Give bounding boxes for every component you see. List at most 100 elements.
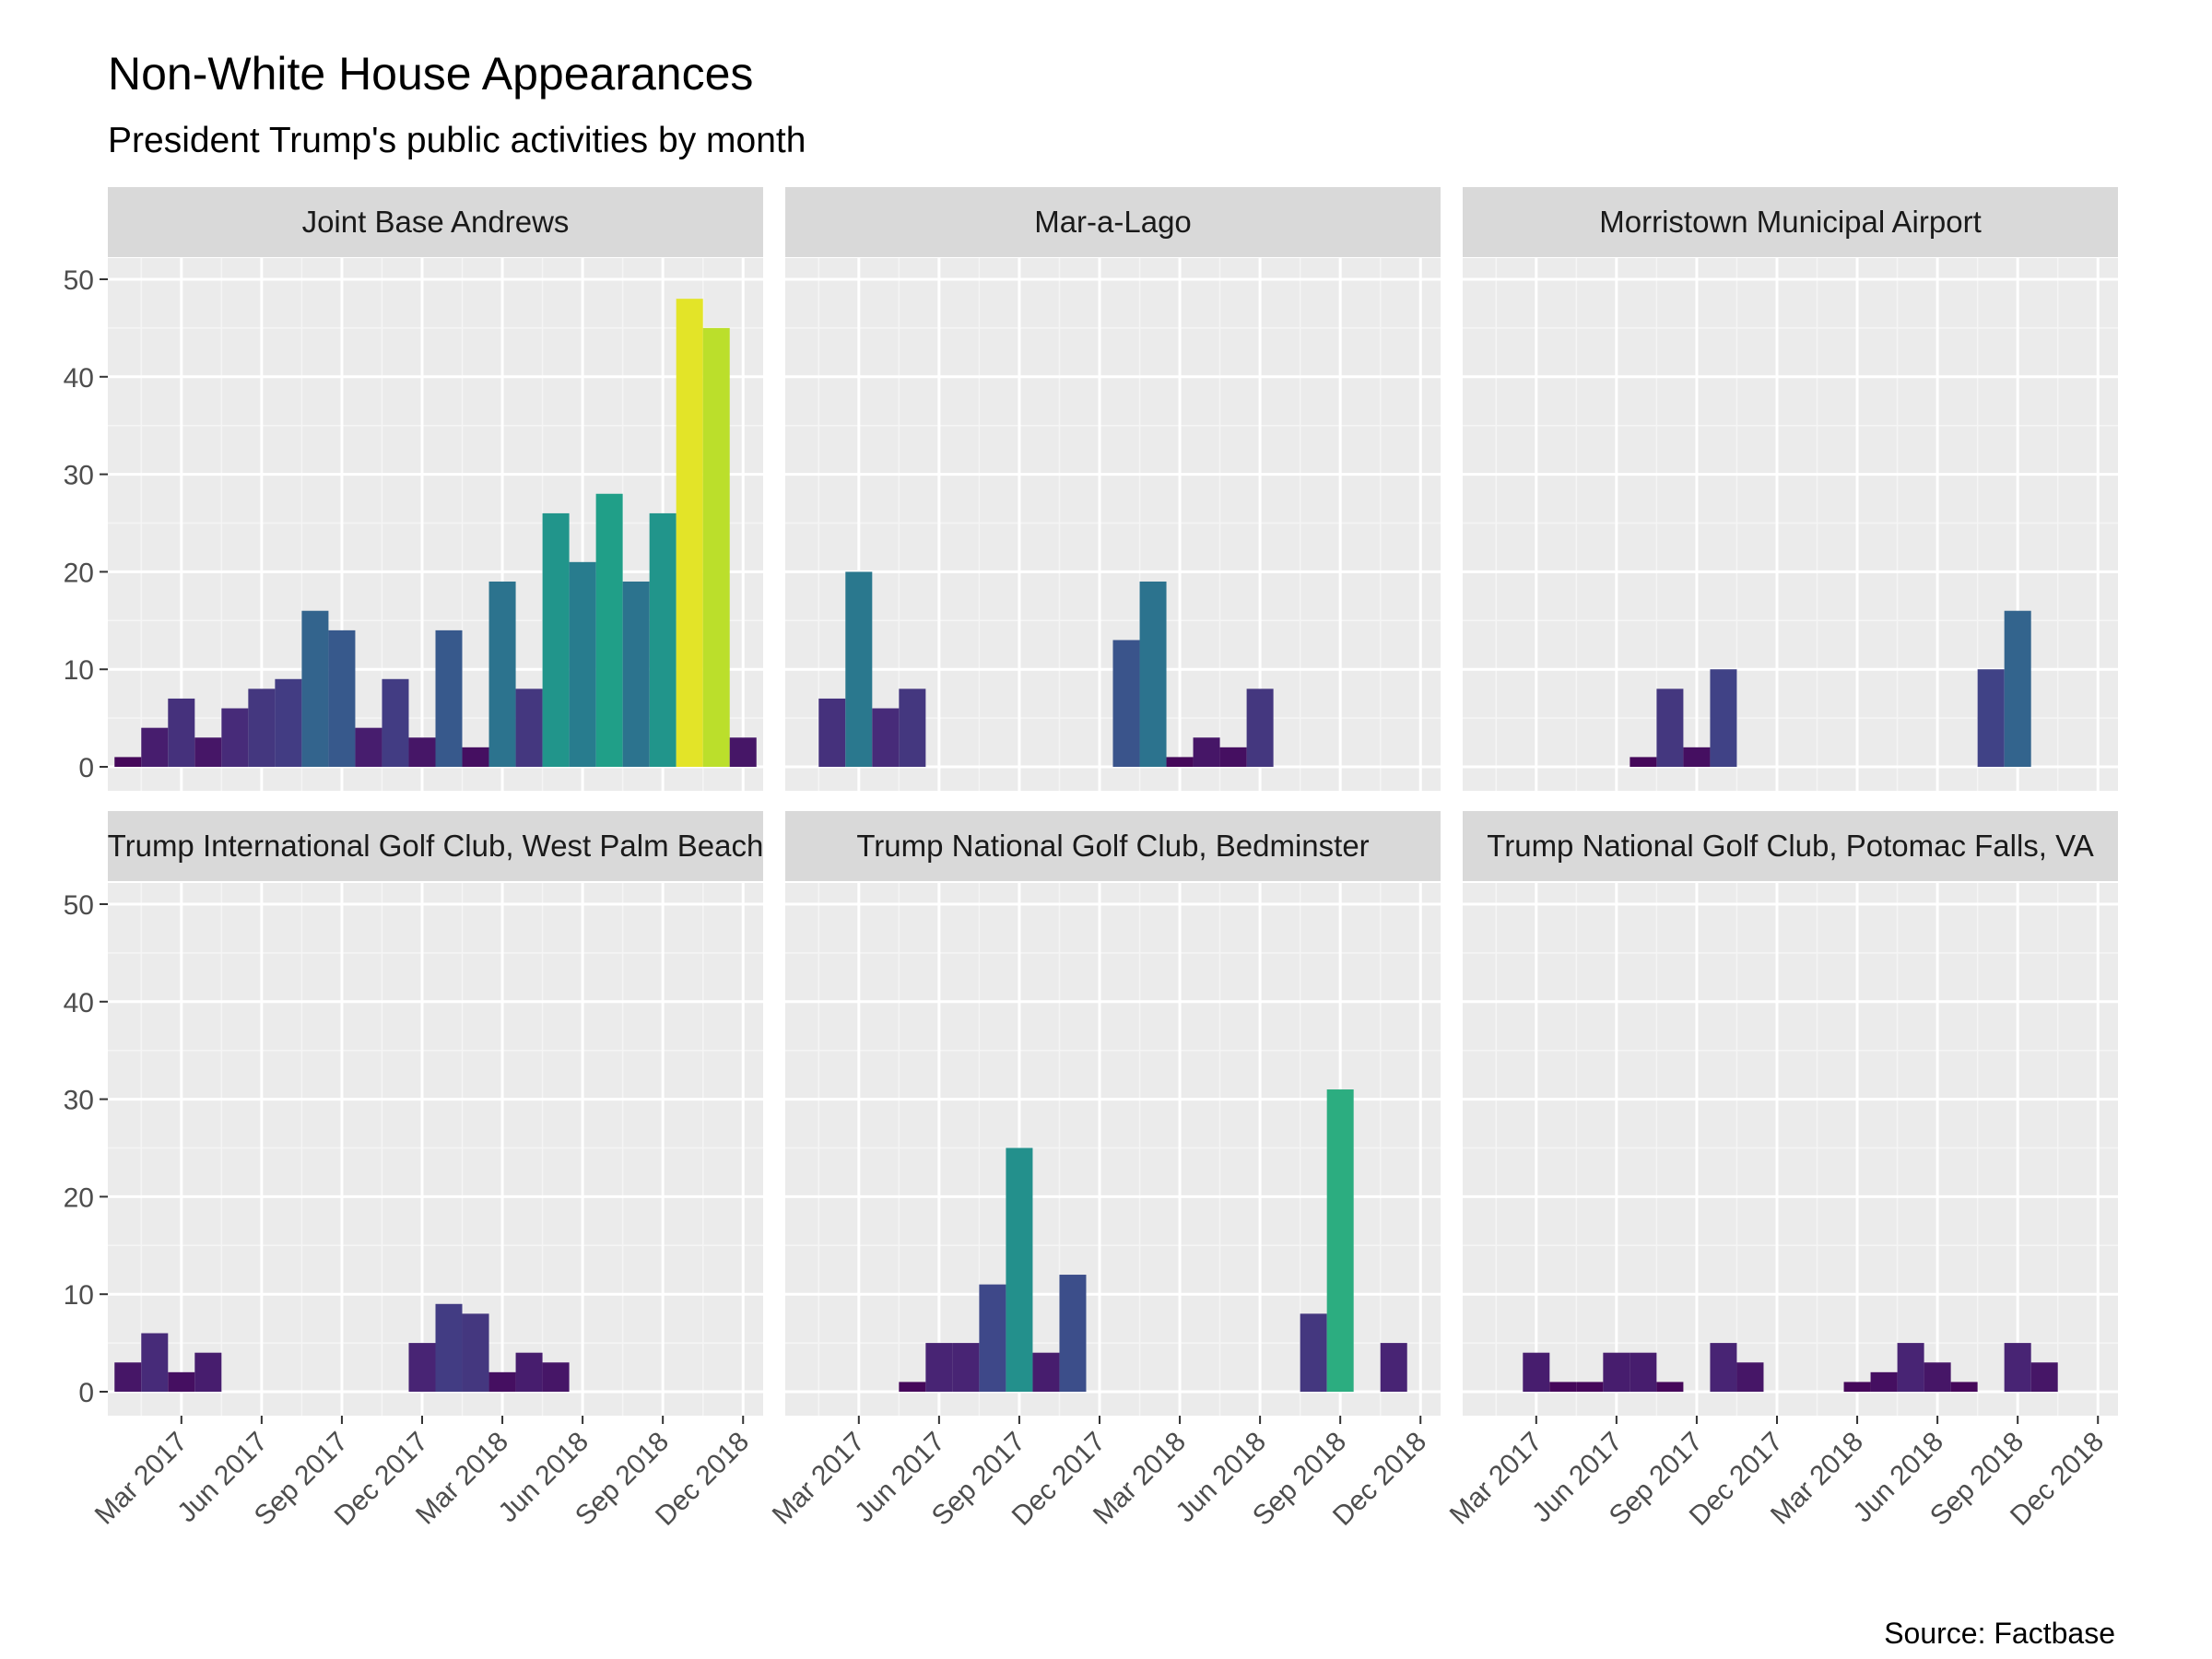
bar — [542, 512, 570, 767]
bar — [1006, 1147, 1033, 1392]
bar — [1710, 669, 1737, 767]
y-tick-label: 20 — [64, 1182, 94, 1213]
bar — [194, 1352, 222, 1392]
chart-title: Non-White House Appearances — [108, 48, 753, 100]
bar — [542, 1362, 570, 1392]
bar — [1032, 1352, 1060, 1392]
bar — [702, 327, 730, 767]
bar — [1246, 688, 1274, 767]
bar — [818, 698, 846, 767]
bar — [275, 678, 302, 767]
bar — [114, 1362, 142, 1392]
bar — [1166, 757, 1194, 767]
y-tick-label: 20 — [64, 558, 94, 588]
bar — [1219, 747, 1247, 767]
bar — [168, 1371, 195, 1392]
bar — [979, 1284, 1006, 1392]
facet-strip-label: Trump National Golf Club, Bedminster — [856, 829, 1369, 863]
bar — [114, 757, 142, 767]
bar — [1112, 640, 1140, 767]
facet-strip — [785, 187, 1441, 257]
facet-panel: Mar-a-Lago — [785, 187, 1441, 791]
bar — [2030, 1362, 2058, 1392]
facet-panels: Joint Base Andrews 0 10 20 30 40 50 Mar-a-Lago M… — [64, 187, 2118, 1532]
bar — [408, 1343, 436, 1392]
bar — [1897, 1343, 1924, 1392]
y-tick-label: 30 — [64, 461, 94, 491]
y-tick-label: 30 — [64, 1086, 94, 1116]
bar — [248, 688, 276, 767]
bar — [462, 747, 489, 767]
bar — [301, 610, 329, 767]
bar — [355, 727, 382, 767]
bar — [515, 1352, 543, 1392]
bar — [1193, 737, 1220, 767]
facet-panel: Trump National Golf Club, Potomac Falls,… — [1444, 811, 2118, 1532]
bar — [2004, 610, 2031, 767]
bar — [1326, 1089, 1354, 1392]
y-tick-label: 10 — [64, 1280, 94, 1311]
facet-strip-label: Mar-a-Lago — [1034, 205, 1192, 239]
bar — [1683, 747, 1711, 767]
bar — [845, 571, 873, 767]
bar — [925, 1343, 953, 1392]
bar — [1630, 757, 1657, 767]
x-tick-label: Mar 2017 — [767, 1427, 871, 1531]
bar — [569, 561, 596, 767]
bar — [872, 708, 900, 767]
panel-background — [1463, 883, 2118, 1416]
bar — [194, 737, 222, 767]
y-tick-label: 10 — [64, 655, 94, 686]
bar — [1059, 1275, 1087, 1392]
bar — [141, 1333, 169, 1392]
facet-strip-label: Trump National Golf Club, Potomac Falls,… — [1487, 829, 2093, 863]
facet-panel: Trump National Golf Club, Bedminster Mar … — [767, 811, 1441, 1532]
bar — [595, 493, 623, 767]
bar — [899, 1382, 926, 1392]
bar — [649, 512, 677, 767]
bar — [1977, 669, 2005, 767]
bar — [1710, 1343, 1737, 1392]
bar — [1924, 1362, 1951, 1392]
bar — [1870, 1371, 1898, 1392]
bar — [1139, 581, 1167, 767]
bar — [435, 629, 463, 767]
x-tick-label: Mar 2017 — [89, 1427, 194, 1531]
chart-subtitle: President Trump's public activities by m… — [108, 121, 806, 160]
y-tick-label: 50 — [64, 265, 94, 296]
bar — [221, 708, 249, 767]
bar — [2004, 1343, 2031, 1392]
facet-strip — [1463, 811, 2118, 881]
bar — [1736, 1362, 1764, 1392]
y-tick-label: 0 — [78, 1378, 94, 1408]
facet-panel: Trump International Golf Club, West Palm… — [64, 811, 764, 1532]
bar — [1300, 1313, 1327, 1392]
bar — [408, 737, 436, 767]
bar — [1380, 1343, 1407, 1392]
bar — [1523, 1352, 1550, 1392]
bar — [488, 1371, 516, 1392]
bar — [622, 581, 650, 767]
facet-strip-label: Morristown Municipal Airport — [1599, 205, 1981, 239]
bar — [382, 678, 409, 767]
bar — [1549, 1382, 1577, 1392]
bar — [1656, 688, 1684, 767]
x-tick-label: Mar 2017 — [1444, 1427, 1548, 1531]
facet-panel: Joint Base Andrews 0 10 20 30 40 50 — [64, 187, 763, 791]
bar — [462, 1313, 489, 1392]
bar — [168, 698, 195, 767]
facet-strip-label: Joint Base Andrews — [302, 205, 570, 239]
facet-strip-label: Trump International Golf Club, West Palm… — [108, 829, 764, 863]
bar — [141, 727, 169, 767]
bar — [1576, 1382, 1604, 1392]
facet-strip — [785, 811, 1441, 881]
chart-caption: Source: Factbase — [1884, 1617, 2115, 1650]
bar — [676, 299, 703, 767]
bar — [435, 1303, 463, 1392]
bar — [952, 1343, 980, 1392]
y-tick-label: 40 — [64, 988, 94, 1018]
bar — [1656, 1382, 1684, 1392]
bar — [488, 581, 516, 767]
bar — [1843, 1382, 1871, 1392]
